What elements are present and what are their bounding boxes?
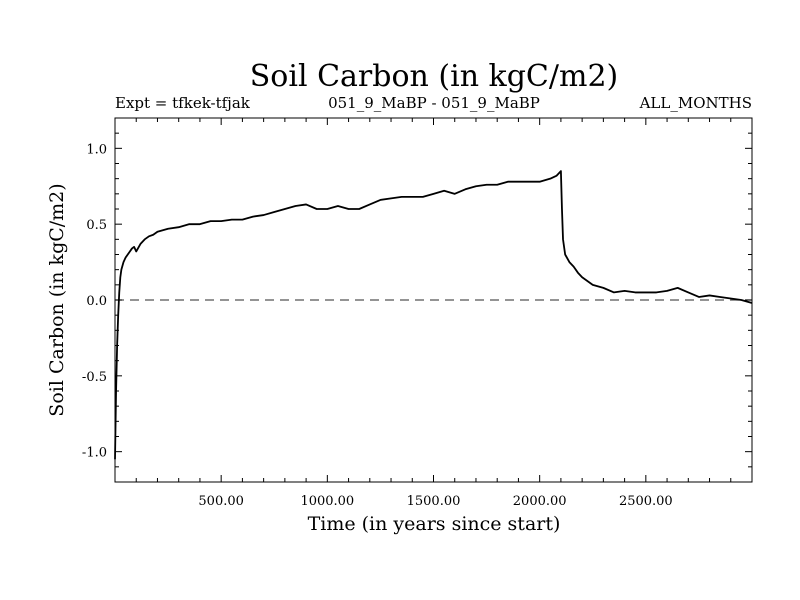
y-tick-label: -1.0	[82, 446, 107, 461]
chart-subtitle-center: 051_9_MaBP - 051_9_MaBP	[328, 94, 540, 112]
y-axis-title: Soil Carbon (in kgC/m2)	[46, 183, 68, 416]
y-tick-label: 0.5	[86, 218, 107, 233]
x-tick-label: 2500.00	[619, 494, 673, 509]
x-axis: 500.00 1000.00 1500.00 2000.00 2500.00	[135, 118, 732, 509]
y-axis: -1.0 -0.5 0.0 0.5 1.0	[82, 132, 752, 468]
chart-subtitle-left: Expt = tfkek-tfjak	[115, 94, 251, 112]
y-tick-label: 1.0	[86, 142, 107, 157]
chart-subtitle-right: ALL_MONTHS	[639, 94, 752, 112]
y-tick-label: -0.5	[82, 370, 107, 385]
x-tick-label: 1500.00	[407, 494, 461, 509]
chart-title: Soil Carbon (in kgC/m2)	[250, 59, 618, 94]
x-tick-label: 500.00	[198, 494, 244, 509]
series-layer	[114, 170, 753, 460]
x-tick-label: 1000.00	[300, 494, 354, 509]
y-tick-label: 0.0	[86, 294, 107, 309]
series-line-0	[114, 170, 753, 460]
x-tick-label: 2000.00	[513, 494, 567, 509]
x-axis-title: Time (in years since start)	[308, 513, 561, 535]
